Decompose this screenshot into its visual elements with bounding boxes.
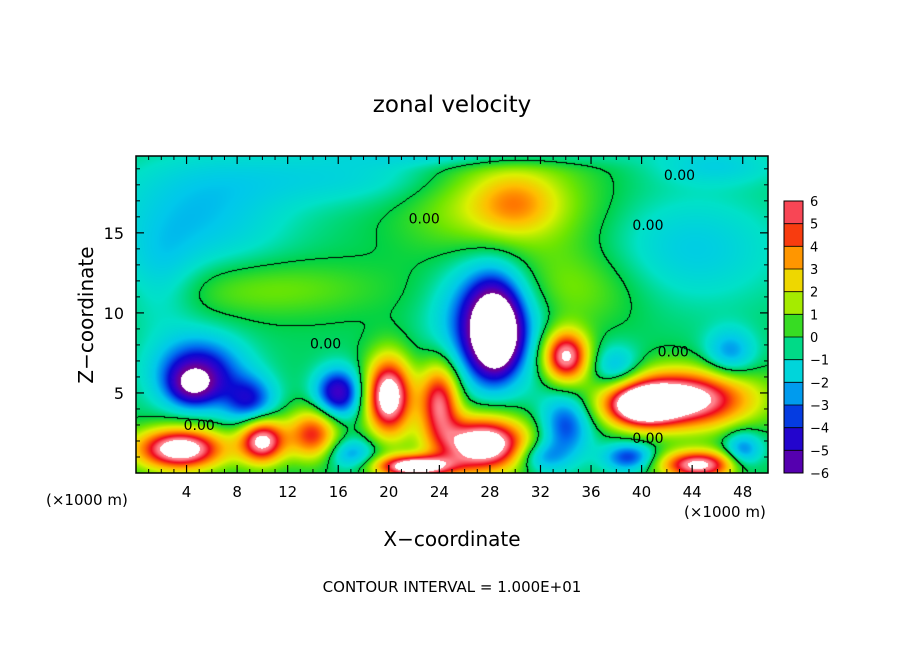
y-axis-ticks: 5 10 15 (104, 168, 768, 458)
x-axis-label: X−coordinate (383, 527, 520, 551)
colorbar-tick-label: −4 (810, 422, 829, 437)
colorbar-swatch (784, 359, 803, 383)
contour-label-1: 0.00 (409, 211, 440, 227)
colorbar-tick-label: −5 (810, 444, 829, 459)
colorbar-tick-label: −6 (810, 467, 829, 482)
colorbar-labels: 6 5 4 3 2 1 0 −1 −2 −3 −4 −5 −6 (810, 195, 829, 482)
x-tick-label: 12 (278, 483, 297, 501)
x-tick-label: 28 (480, 483, 499, 501)
colorbar-tick-label: 0 (810, 331, 818, 346)
x-unit-label-right: (×1000 m) (684, 503, 766, 521)
colorbar-swatch (784, 269, 803, 293)
colorbar-swatch (784, 450, 803, 474)
colorbar-tick-label: 6 (810, 195, 818, 210)
colorbar-swatch (784, 314, 803, 338)
colorbar-swatch (784, 246, 803, 270)
y-tick-label: 10 (104, 304, 124, 323)
colorbar-frame (783, 200, 804, 474)
colorbar-tick-label: 5 (810, 218, 818, 233)
plot-area: 0.00 0.00 0.00 0.00 0.00 0.00 0.00 (135, 155, 769, 474)
colorbar-tick-label: −3 (810, 399, 829, 414)
colorbar-tick-label: −1 (810, 354, 829, 369)
x-tick-label: 8 (232, 483, 242, 501)
y-tick-label: 5 (114, 384, 124, 403)
x-tick-label: 44 (683, 483, 702, 501)
chart-title: zonal velocity (373, 92, 531, 118)
contour-label-4: 0.00 (658, 344, 689, 360)
x-tick-label: 36 (581, 483, 600, 501)
contour-label-3: 0.00 (310, 336, 341, 352)
contour-labels: 0.00 0.00 0.00 0.00 0.00 0.00 0.00 (184, 168, 695, 447)
colorbar-tick-label: 3 (810, 263, 818, 278)
x-tick-label: 16 (329, 483, 348, 501)
x-unit-label-left: (×1000 m) (46, 491, 128, 509)
y-axis-label: Z−coordinate (74, 246, 98, 383)
colorbar-swatch (784, 427, 803, 451)
colorbar-swatch (784, 382, 803, 406)
x-tick-label: 40 (632, 483, 651, 501)
colorbar-swatch (784, 223, 803, 247)
colorbar-tick-label: 2 (810, 286, 818, 301)
colorbar-tick-label: 1 (810, 308, 818, 323)
colorbar-swatch (784, 291, 803, 315)
y-tick-label: 15 (104, 224, 124, 243)
colorbar-tick-label: 4 (810, 240, 818, 255)
x-tick-label: 48 (733, 483, 752, 501)
contour-label-2: 0.00 (632, 218, 663, 234)
contour-interval-note: CONTOUR INTERVAL = 1.000E+01 (323, 578, 582, 596)
contour-label-6: 0.00 (632, 431, 663, 447)
x-tick-label: 4 (182, 483, 192, 501)
contour-label-0: 0.00 (664, 168, 695, 184)
colorbar (783, 200, 804, 474)
x-tick-label: 20 (379, 483, 398, 501)
x-tick-label: 24 (430, 483, 449, 501)
colorbar-swatch (784, 201, 803, 225)
colorbar-swatch (784, 405, 803, 429)
contour-label-5: 0.00 (184, 418, 215, 434)
velocity-field-image (136, 156, 768, 473)
colorbar-swatch (784, 337, 803, 361)
colorbar-tick-label: −2 (810, 376, 829, 391)
x-tick-label: 32 (531, 483, 550, 501)
x-axis-ticks: 4 8 12 16 20 24 28 32 36 40 44 48 (148, 156, 756, 501)
